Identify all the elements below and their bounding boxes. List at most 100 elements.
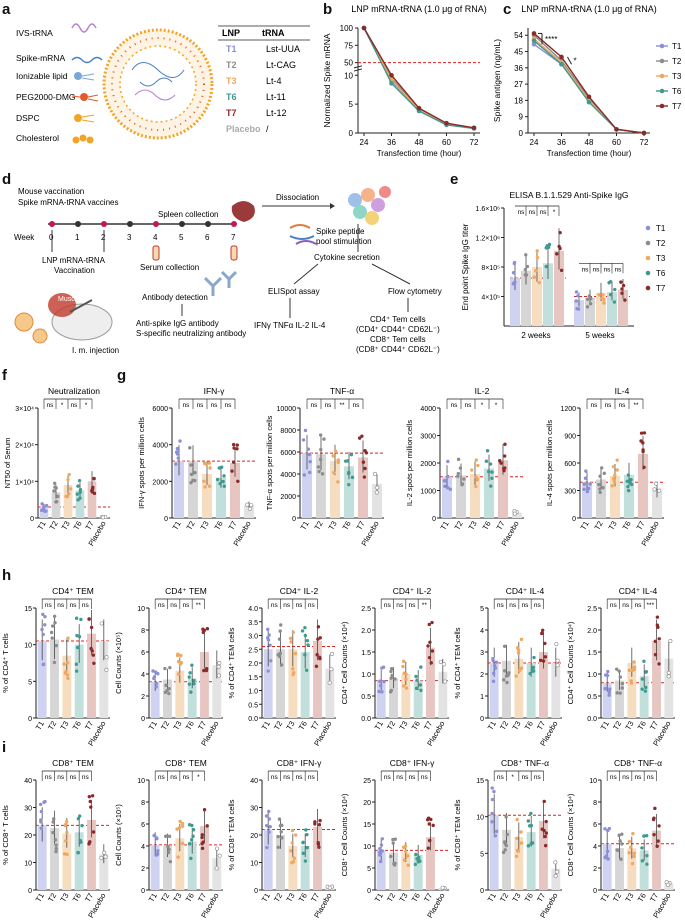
y-tick-label: 8000 [280,428,296,435]
bar [615,680,624,718]
week-tick-label: 1 [75,233,80,242]
legend-label: T2 [672,57,682,66]
chart-title: CD8⁺ IFN-γ [277,758,322,768]
data-point [655,844,659,849]
x-tick-label: T6 [523,892,535,904]
data-point [302,473,307,477]
data-point [610,484,614,488]
data-point [87,794,92,799]
data-point [378,853,382,857]
panel-label-h: h [2,567,11,584]
bar [639,676,649,718]
data-point [519,830,523,834]
x-tick-label: T1 [260,892,272,904]
data-point [484,459,489,463]
legend-label: T3 [672,72,682,81]
data-point [491,657,495,661]
data-point [39,809,44,814]
data-point [278,651,282,656]
bar [329,460,341,518]
data-point [627,839,632,844]
data-point [553,860,558,865]
table-cell-lnp: T3 [226,76,237,86]
bar [62,655,72,718]
y-tick-label: 900 [564,434,576,441]
bar [618,289,628,326]
data-point [316,842,321,846]
bar [469,474,481,518]
data-point [603,687,607,691]
bar [401,674,411,718]
data-point [189,463,193,467]
data-point [76,817,81,821]
y-tick-label: 2.5 [587,606,597,613]
y-tick-label: 45 [514,48,523,57]
data-point [208,466,212,470]
data-point [268,643,272,647]
data-point [216,673,221,678]
data-point [87,842,91,846]
chart-title: CD4⁺ IL-4 [506,586,545,596]
data-point [268,825,272,829]
data-point [188,446,192,450]
x-tick-label: T7 [309,892,321,904]
sig-label: ns [534,602,542,609]
mrna-icon [71,56,103,64]
sig-label: ** [196,602,202,609]
data-point [163,834,168,839]
x-tick-label: T6 [341,520,353,532]
table-cell-trna: Lt-11 [266,92,286,102]
bar [652,830,661,890]
data-point [175,827,179,831]
data-point [456,471,461,476]
data-point [375,485,380,490]
x-tick-label: T6 [523,720,535,732]
bar [543,263,553,326]
data-point [202,808,207,812]
x-tick-label: T2 [48,520,60,532]
data-point [78,487,83,492]
chart-i6: CD8⁺ TNF-α 0 2 4 6 8 10 CD8⁺ Cell Counts (×10⁴)… [566,758,675,919]
week-tick-label: 5 [179,233,184,242]
data-point [292,856,297,860]
chart-title: LNP mRNA-tRNA (1.0 μg of RNA) [521,4,657,14]
data-point [441,662,446,667]
y-tick-label: 0 [141,716,145,723]
data-point [279,830,283,834]
data-point [336,458,340,462]
data-point [416,860,420,864]
data-point [174,450,179,454]
data-point [642,431,647,435]
data-point [607,281,611,285]
data-point [512,260,517,265]
axis-break [353,65,363,69]
component-label: Spike-mRNA [16,53,65,63]
x-tick-label: T7 [422,892,434,904]
data-point [601,293,605,297]
serum-tube-icon [152,245,160,261]
x-tick-label: T2 [385,892,397,904]
data-point [531,38,537,43]
sig-label: ns [384,602,392,609]
y-tick-label: 0 [480,716,484,723]
data-point [41,612,45,616]
data-point [519,637,524,642]
y-tick-label: 40 [24,778,32,785]
x-tick-label: T1 [34,892,46,904]
data-point [613,473,617,477]
data-point [92,491,97,496]
sig-label: ns [170,774,178,781]
data-point [54,846,58,851]
data-point [490,470,494,474]
data-point [303,633,308,638]
x-tick-label: T7 [227,520,239,532]
bar [489,663,499,718]
data-point [617,669,621,673]
legend-marker [659,43,665,49]
data-point [346,471,351,476]
chart-title: CD4⁺ IL-4 [619,586,658,596]
data-point [532,655,536,660]
data-point [74,616,79,620]
data-point [598,490,602,495]
